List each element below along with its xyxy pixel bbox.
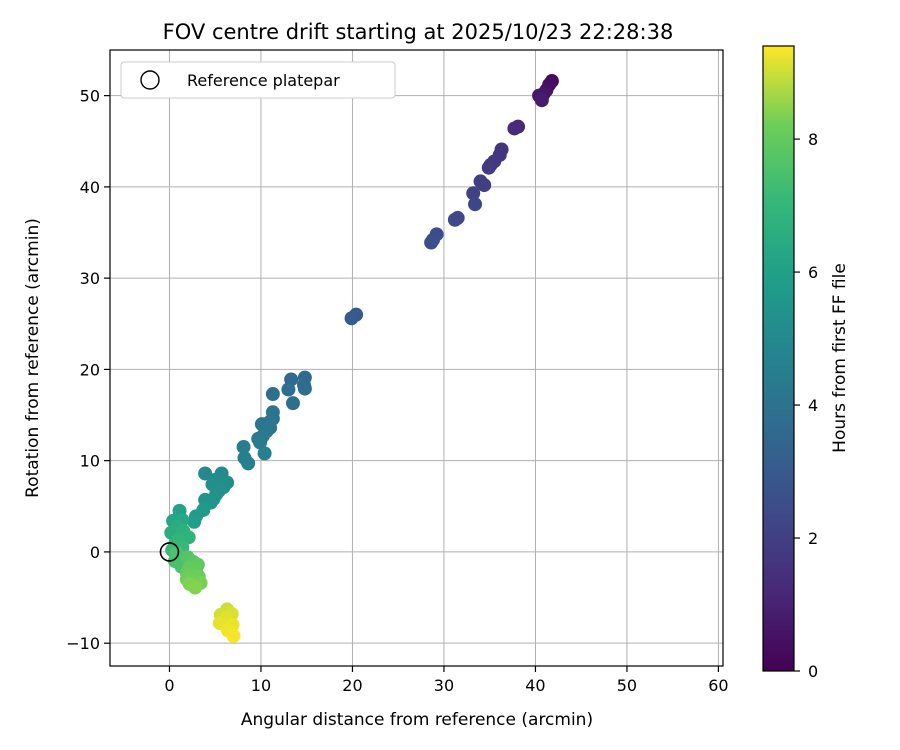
x-tick-label: 20 — [342, 676, 362, 695]
data-point — [253, 435, 268, 450]
colorbar: 0 2 4 6 8 Hours from first FF file — [762, 45, 850, 681]
reference-marker — [159, 542, 180, 562]
data-points — [164, 74, 559, 643]
data-point — [257, 446, 272, 461]
y-axis-label: Rotation from reference (arcmin) — [23, 218, 43, 498]
y-tick-label: 0 — [90, 543, 100, 562]
y-tick-label: 20 — [80, 360, 100, 379]
data-point — [344, 311, 359, 326]
data-point — [281, 382, 296, 397]
colorbar-tick-label: 8 — [808, 130, 818, 149]
data-point — [236, 439, 251, 454]
data-point — [285, 396, 300, 411]
data-point — [187, 514, 202, 529]
data-point — [447, 212, 462, 227]
legend: Reference platepar — [120, 61, 396, 99]
data-point — [169, 545, 184, 560]
data-point — [534, 93, 549, 108]
colorbar-tick-label: 6 — [808, 263, 818, 282]
chart-title: FOV centre drift starting at 2025/10/23 … — [163, 20, 674, 44]
data-point — [265, 387, 280, 402]
y-tick-label: −10 — [66, 634, 100, 653]
colorbar-tick-label: 4 — [808, 396, 818, 415]
legend-entry-reference: Reference platepar — [187, 71, 340, 90]
data-point — [481, 160, 496, 175]
data-point — [468, 197, 483, 212]
colorbar-tick-label: 2 — [808, 529, 818, 548]
plot-frame — [109, 49, 724, 667]
x-axis-label: Angular distance from reference (arcmin) — [241, 710, 593, 730]
data-point — [188, 580, 203, 595]
colorbar-gradient — [762, 45, 795, 672]
colorbar-ticks: 0 2 4 6 8 — [794, 130, 818, 681]
x-tick-label: 0 — [164, 676, 174, 695]
y-tick-label: 10 — [80, 452, 100, 471]
data-point — [507, 121, 522, 136]
x-tick-label: 50 — [617, 676, 637, 695]
y-tick-label: 50 — [80, 87, 100, 106]
axis-ticks: 0 10 20 30 40 50 60 −10 0 10 20 30 40 50 — [66, 87, 728, 695]
data-point — [477, 178, 492, 193]
data-point — [198, 466, 213, 481]
reference-point-layer — [159, 542, 180, 562]
y-tick-label: 40 — [80, 178, 100, 197]
x-tick-label: 60 — [708, 676, 728, 695]
data-point — [241, 456, 256, 471]
data-point — [226, 628, 241, 643]
colorbar-tick-label: 0 — [808, 662, 818, 681]
x-tick-label: 10 — [251, 676, 271, 695]
legend-marker — [140, 70, 160, 90]
x-tick-label: 40 — [525, 676, 545, 695]
data-point — [297, 381, 312, 396]
data-point — [424, 235, 439, 250]
legend-box — [120, 61, 396, 99]
data-point — [466, 186, 481, 201]
colorbar-label: Hours from first FF file — [830, 263, 850, 453]
grid — [110, 50, 723, 666]
x-tick-label: 30 — [434, 676, 454, 695]
y-tick-label: 30 — [80, 269, 100, 288]
